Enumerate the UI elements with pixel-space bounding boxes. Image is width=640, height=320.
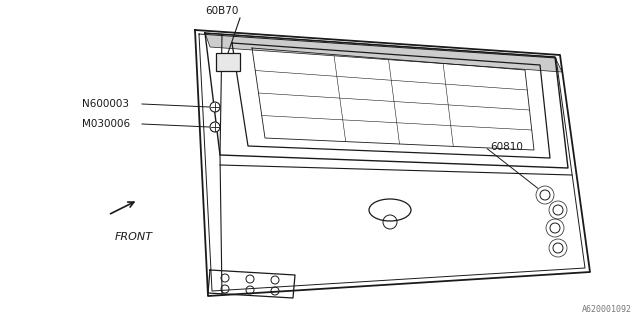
Text: 60B70: 60B70	[205, 6, 239, 16]
Polygon shape	[205, 33, 562, 72]
FancyBboxPatch shape	[216, 53, 240, 71]
Text: 60810: 60810	[490, 142, 523, 152]
Text: A620001092: A620001092	[582, 305, 632, 314]
Text: FRONT: FRONT	[115, 232, 153, 242]
Circle shape	[210, 102, 220, 112]
Circle shape	[210, 122, 220, 132]
Text: N600003: N600003	[82, 99, 129, 109]
Text: M030006: M030006	[82, 119, 130, 129]
